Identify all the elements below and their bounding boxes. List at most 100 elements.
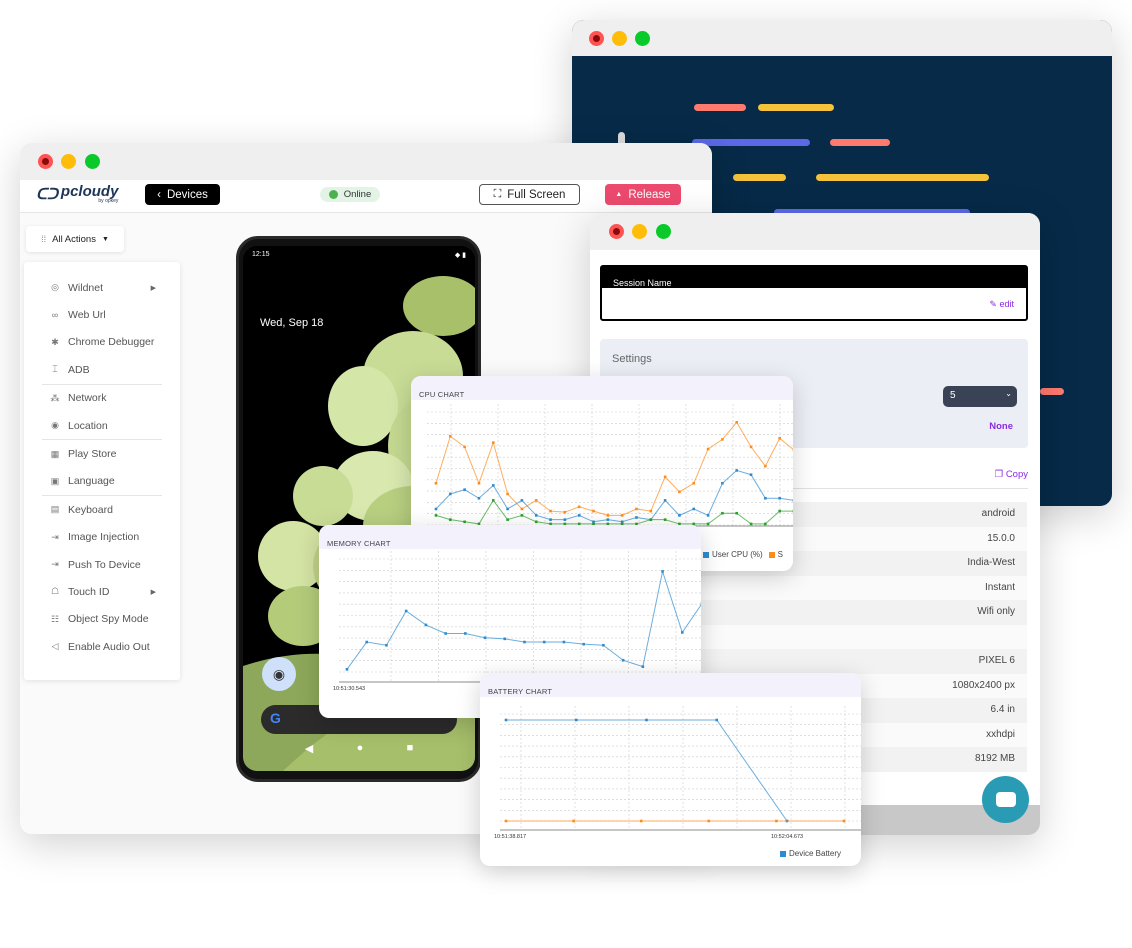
maximize-window-icon[interactable] [656,224,671,239]
menu-item-touch-id[interactable]: ☖ Touch ID ▶ [24,578,180,605]
menu-divider [42,439,162,441]
copy-button[interactable]: ❐ Copy [995,469,1028,480]
edit-icon: ✎ [989,299,997,309]
legend-swatch [768,551,775,558]
network-icon: ⁂ [50,392,60,403]
series-line [346,569,701,670]
data-point [463,488,466,491]
data-point [645,718,648,722]
data-point [549,509,552,513]
data-point [434,514,438,517]
release-button[interactable]: ▲ Release [605,184,681,205]
maximize-window-icon[interactable] [85,154,100,169]
menu-item-image-injection[interactable]: ⇥ Image Injection [24,524,180,551]
data-point [520,499,524,502]
data-point [503,637,507,641]
none-link[interactable]: None [989,421,1013,432]
close-window-icon[interactable] [38,154,53,169]
minimize-window-icon[interactable] [632,224,647,239]
data-point [491,484,495,487]
chat-button[interactable] [982,776,1029,823]
menu-item-adb[interactable]: ⌶ ADB [24,356,180,383]
caret-down-icon: ▼ [101,235,109,243]
menu-item-language[interactable]: ▣ Language [24,468,180,495]
data-point [635,507,638,511]
menu-item-enable-audio-out[interactable]: ◁ Enable Audio Out [24,633,180,660]
settings-heading: Settings [612,353,652,365]
menu-item-play-store[interactable]: ▦ Play Store [24,440,180,467]
chart-plot [500,706,861,831]
data-point [680,631,684,634]
chart-header: MEMORY CHART [319,525,701,549]
chart-plot [339,551,701,683]
close-window-icon[interactable] [609,224,624,239]
data-point [764,496,767,500]
data-point [706,522,710,526]
data-point [449,434,452,438]
back-icon[interactable]: ◀ [304,743,314,755]
all-actions-dropdown[interactable]: ⁞⁞ All Actions ▼ [26,226,124,252]
data-point [692,522,696,526]
chevron-left-icon: ‹ [157,188,161,201]
data-point [621,658,625,662]
minimize-window-icon[interactable] [61,154,76,169]
data-point [572,819,575,823]
data-point [504,718,508,722]
devices-button[interactable]: ‹ Devices [145,184,220,205]
data-point [735,511,739,515]
data-point [464,632,467,635]
info-row-value: 1080x2400 px [952,679,1015,691]
menu-item-network[interactable]: ⁂ Network [24,385,180,412]
battery-chart-card: BATTERY CHART 10:51:38.817 10:52:04.673 … [480,673,861,866]
menu-item-label: Network [68,392,107,405]
data-point [602,643,605,647]
full-screen-label: Full Screen [507,188,566,201]
menu-item-location[interactable]: ◉ Location [24,412,180,439]
legend-label: User CPU (%) [712,550,763,559]
menu-item-wildnet[interactable]: ◎ Wildnet ▶ [24,274,180,301]
recents-icon[interactable]: ■ [406,742,414,754]
data-point [778,509,781,513]
menu-item-object-spy-mode[interactable]: ☷ Object Spy Mode [24,606,180,633]
spy-icon: ☷ [50,613,60,624]
close-window-icon[interactable] [589,31,604,46]
edit-button[interactable]: ✎ edit [989,299,1014,310]
data-point [506,492,509,496]
data-point [491,441,495,444]
release-label: Release [628,188,671,201]
session-name-box: Session Name ✎ edit [600,265,1028,321]
data-point [520,507,524,511]
grid-dots-icon: ⁞⁞ [41,234,47,244]
app-header: ᑕᑐ pcloudy by opkey ‹ Devices Online ⛶ Ful… [20,180,712,213]
camera-app-icon[interactable]: ◉ [262,657,296,691]
code-line [692,139,810,146]
adb-icon: ⌶ [52,364,58,375]
series-line [435,499,793,525]
menu-item-label: Enable Audio Out [68,640,150,653]
data-point [577,514,581,517]
data-point [706,447,710,451]
data-point [534,520,538,524]
data-point [715,718,719,722]
menu-item-web-url[interactable]: ∞ Web Url [24,301,180,328]
data-point [506,507,509,511]
all-actions-label: All Actions [52,233,96,245]
full-screen-button[interactable]: ⛶ Full Screen [479,184,580,205]
data-point [385,643,388,647]
home-icon[interactable]: ● [356,742,364,754]
menu-item-push-to-device[interactable]: ⇥ Push To Device [24,551,180,578]
code-line [733,174,786,181]
chart-title: BATTERY CHART [488,687,553,696]
data-point [574,718,578,722]
session-window: Session Name ✎ edit Settings 5 ⌄ None ❐ … [590,213,1040,835]
copy-label: Copy [1005,469,1028,480]
data-point [721,511,724,515]
location-pin-icon: ◉ [51,420,59,431]
settings-select[interactable]: 5 ⌄ [943,386,1017,407]
data-point [534,499,538,502]
minimize-window-icon[interactable] [612,31,627,46]
menu-item-keyboard[interactable]: ▤ Keyboard [24,496,180,523]
menu-item-chrome-debugger[interactable]: ✱ Chrome Debugger [24,329,180,356]
maximize-window-icon[interactable] [635,31,650,46]
data-point [434,481,438,485]
